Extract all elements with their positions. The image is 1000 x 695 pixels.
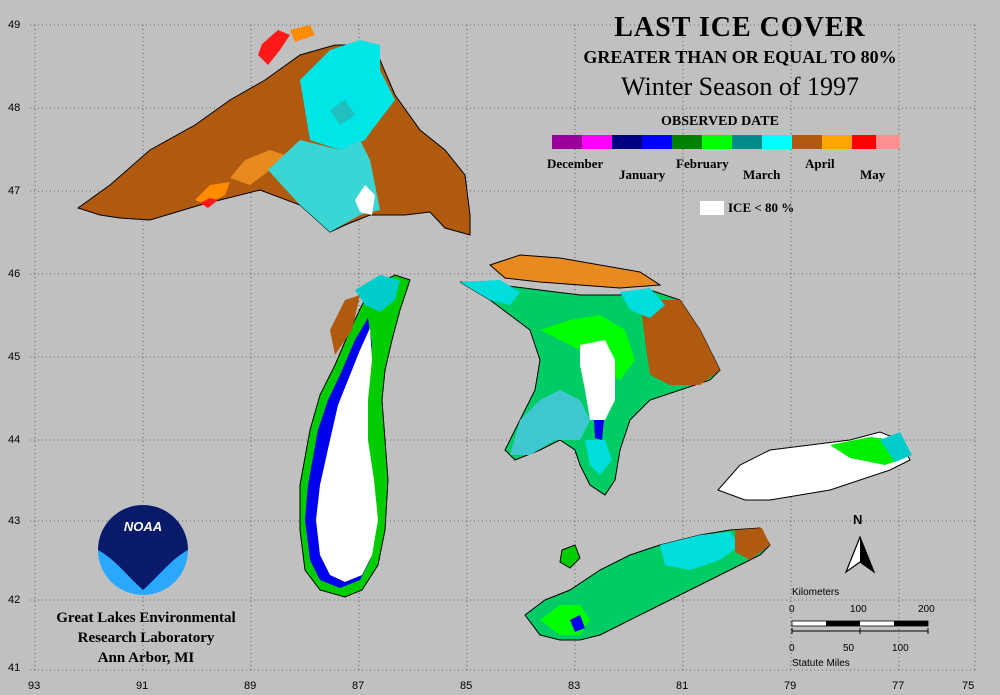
scale-mi-tick: 100 (892, 643, 909, 654)
scale-km-tick: 0 (789, 604, 795, 615)
legend-color-bar (552, 135, 900, 149)
north-arrow (844, 535, 876, 574)
lake-michigan (299, 274, 411, 598)
lat-label: 46 (8, 268, 21, 280)
legend-april: April (805, 156, 835, 171)
scale-km-title: Kilometers (792, 587, 840, 598)
ice-swatch (700, 201, 724, 215)
lake-erie (524, 527, 771, 641)
lon-label: 81 (676, 680, 689, 692)
north-label: N (853, 512, 863, 527)
noaa-logo (98, 505, 188, 595)
lake-st-clair (559, 544, 581, 569)
lat-label: 44 (8, 434, 21, 446)
lon-label: 87 (352, 680, 365, 692)
lake-ontario (717, 431, 912, 501)
lon-label: 77 (892, 680, 905, 692)
lake-huron (459, 280, 721, 496)
lon-label: 89 (244, 680, 257, 692)
lon-label: 75 (962, 680, 975, 692)
legend-march: March (743, 167, 781, 182)
ice-label: ICE < 80 % (728, 200, 795, 215)
legend-december: December (547, 156, 604, 171)
lat-label: 49 (8, 19, 21, 31)
legend-january: January (619, 167, 666, 182)
lon-label: 79 (784, 680, 797, 692)
scale-mi-tick: 50 (843, 643, 855, 654)
lake-superior (76, 25, 471, 236)
scale-mi-title: Statute Miles (792, 658, 850, 669)
lon-label: 85 (460, 680, 473, 692)
scale-km-tick: 100 (850, 604, 867, 615)
lat-label: 43 (8, 515, 21, 527)
legend-february: February (676, 156, 729, 171)
noaa-logo-text: NOAA (123, 519, 163, 534)
legend-may: May (860, 167, 886, 182)
legend-title: OBSERVED DATE (661, 114, 779, 129)
lat-label: 47 (8, 185, 21, 197)
lat-label: 45 (8, 351, 21, 363)
scale-bar (791, 620, 929, 634)
lon-label: 91 (136, 680, 149, 692)
map-title: LAST ICE COVER (614, 12, 866, 43)
lab-location: Ann Arbor, MI (97, 650, 195, 666)
season-title: Winter Season of 1997 (621, 72, 859, 101)
scale-km-tick: 200 (918, 604, 935, 615)
lon-label: 83 (568, 680, 581, 692)
lab-name-line1: Great Lakes Environmental (56, 610, 236, 626)
map-subtitle: GREATER THAN OR EQUAL TO 80% (583, 47, 897, 67)
north-channel (489, 254, 662, 289)
lon-label: 93 (28, 680, 41, 692)
lat-label: 42 (8, 594, 21, 606)
scale-mi-tick: 0 (789, 643, 795, 654)
lab-name-line2: Research Laboratory (77, 630, 215, 646)
lat-label: 41 (8, 662, 21, 674)
lat-label: 48 (8, 102, 21, 114)
